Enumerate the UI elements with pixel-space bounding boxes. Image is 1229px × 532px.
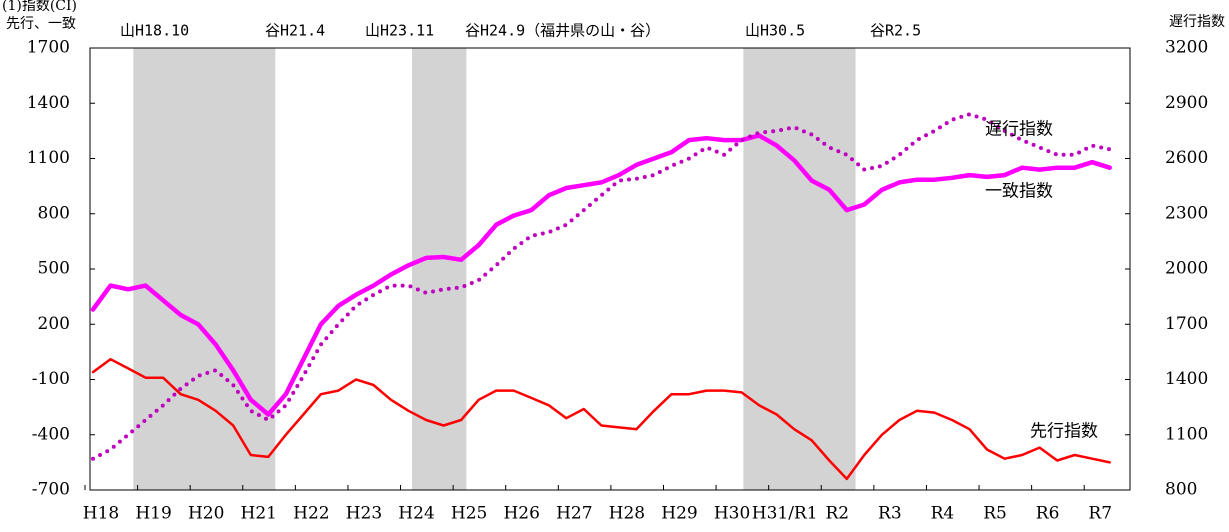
x-tick-label: H22 [293,504,329,524]
y-axis-label: 先行、一致 [6,16,76,32]
y-tick-label: -100 [32,369,70,389]
x-tick-label: H29 [661,504,697,524]
y-tick-label: 1700 [27,38,70,58]
y2-tick-label: 2300 [1165,203,1208,223]
x-tick-label: H28 [609,504,645,524]
period-annotation: 谷H24.9（福井県の山・谷） [465,22,660,40]
series-line [91,357,1111,481]
y-tick-label: 1100 [27,148,70,168]
y-tick-label: 500 [38,259,70,279]
x-tick-label: R2 [825,504,849,524]
y-tick-label: -400 [32,424,70,444]
y2-tick-label: 800 [1165,480,1197,500]
y2-tick-label: 1700 [1165,314,1208,334]
x-tick-label: H23 [346,504,382,524]
period-annotation: 谷H21.4 [265,22,325,40]
y2-tick-label: 2900 [1165,93,1208,113]
period-annotation: 山H23.11 [365,22,434,40]
x-tick-label: H24 [398,504,434,524]
x-tick-label: R5 [983,504,1007,524]
x-tick-label: H25 [451,504,487,524]
y2-tick-label: 1400 [1165,369,1208,389]
series-label: 一致指数 [985,182,1053,202]
recession-band [743,48,856,490]
x-tick-label: H26 [503,504,539,524]
x-tick-label: R4 [931,504,955,524]
series-line [90,133,1112,417]
y-tick-label: -700 [32,480,70,500]
y2-tick-label: 1100 [1165,424,1208,444]
x-tick-label: H21 [241,504,277,524]
y2-tick-label: 2600 [1165,148,1208,168]
y2-axis-label: 遅行指数 [1169,14,1225,30]
recession-band [133,48,276,490]
chart-title: (1)指数(CI) [2,0,77,14]
y-tick-label: 200 [38,314,70,334]
x-tick-label: H18 [83,504,119,524]
period-annotation: 谷R2.5 [870,22,921,40]
x-tick-label: H27 [556,504,592,524]
x-tick-label: R6 [1036,504,1060,524]
series-label: 先行指数 [1030,422,1098,442]
y2-tick-label: 3200 [1165,38,1208,58]
period-annotation: 山H30.5 [745,22,805,40]
x-tick-label: H19 [135,504,171,524]
series-label: 遅行指数 [985,120,1053,140]
series-line [91,112,1112,461]
period-annotation: 山H18.10 [120,22,189,40]
x-tick-label: R3 [878,504,902,524]
y-tick-label: 800 [38,203,70,223]
x-tick-label: H30 [714,504,750,524]
x-tick-label: R7 [1088,504,1112,524]
x-tick-label: H20 [188,504,224,524]
y-tick-label: 1400 [27,93,70,113]
y2-tick-label: 2000 [1165,259,1208,279]
x-tick-label: H31/R1 [752,504,818,524]
